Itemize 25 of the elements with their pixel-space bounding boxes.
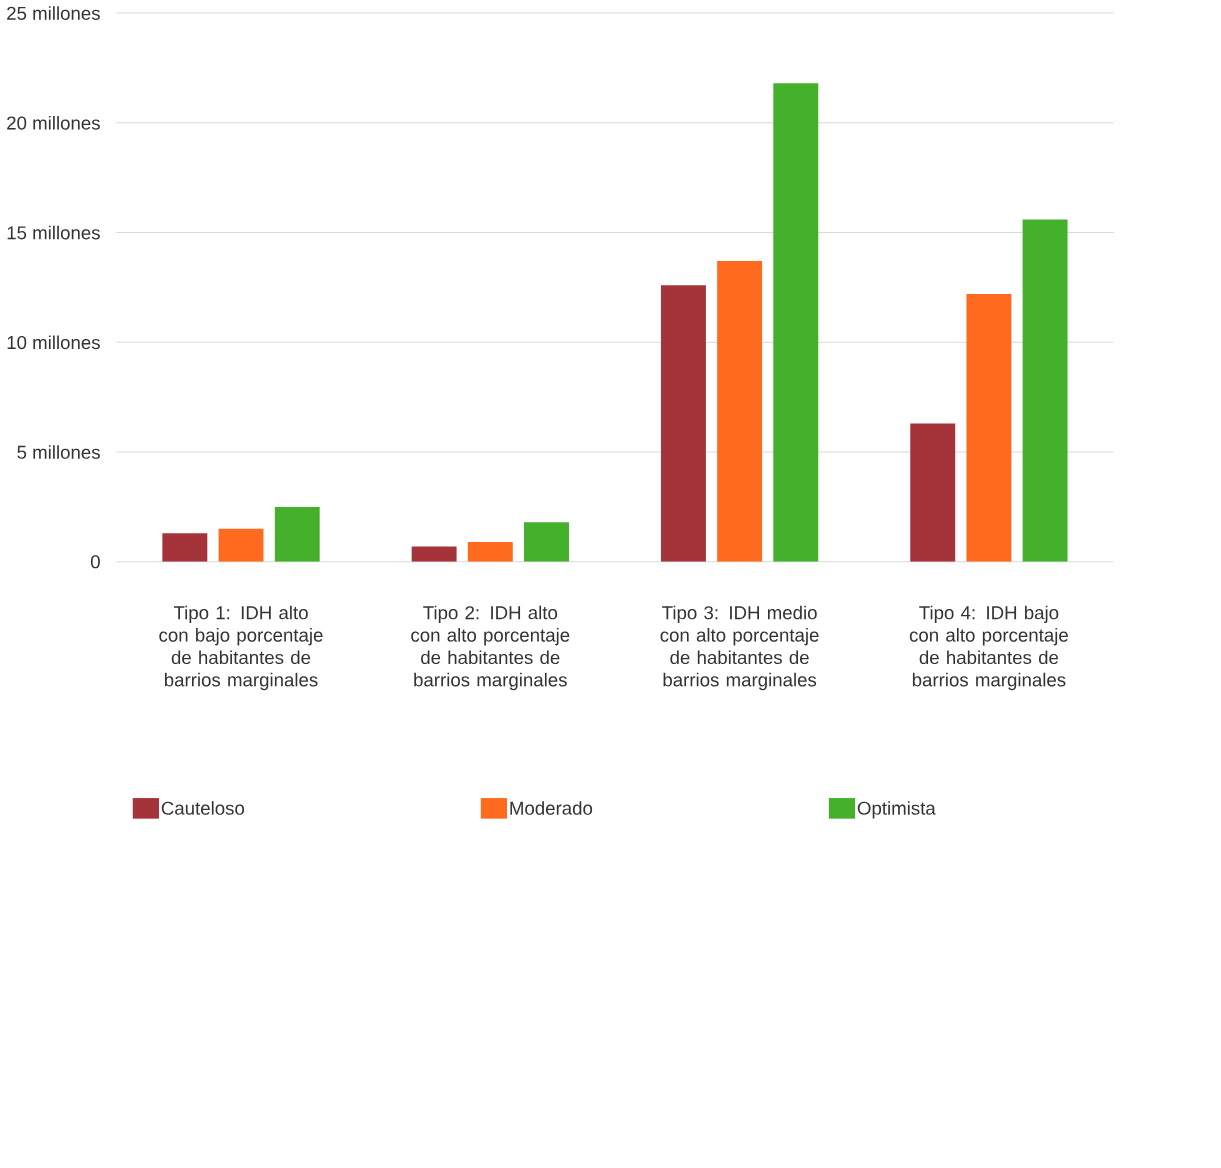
bar <box>966 294 1012 562</box>
legend-label: Moderado <box>510 801 593 816</box>
bar <box>411 546 457 562</box>
bar <box>910 423 956 562</box>
bar <box>660 285 706 562</box>
bar <box>524 522 569 562</box>
bar <box>274 507 320 562</box>
y-tick-label: 25 millones <box>7 6 100 21</box>
legend-label: Optimista <box>857 801 936 819</box>
legend-label: Cauteloso <box>161 801 245 816</box>
bar <box>773 83 819 562</box>
bar <box>717 261 763 562</box>
x-tick-label: Tipo 1: IDH alto con bajo porcentaje de habitantes de barrios marginales <box>159 605 323 691</box>
x-tick-label: Tipo 2: IDH alto con alto porcentaje de habitantes de barrios marginales <box>411 605 570 691</box>
x-tick-label: Tipo 4: IDH bajo con alto porcentaje de habitantes de barrios marginales <box>909 605 1068 691</box>
bar <box>1022 219 1068 562</box>
y-tick-label: 5 millones <box>17 445 100 460</box>
x-tick-label: Tipo 3: IDH medio con alto porcentaje de habitantes de barrios marginales <box>660 605 819 691</box>
y-tick-label: 10 millones <box>7 335 100 350</box>
bar <box>162 533 208 562</box>
bar <box>218 529 264 562</box>
bar <box>467 542 513 562</box>
y-tick-label: 15 millones <box>7 225 100 240</box>
y-tick-label: 20 millones <box>7 116 100 130</box>
y-tick-label: 0 <box>90 555 100 569</box>
